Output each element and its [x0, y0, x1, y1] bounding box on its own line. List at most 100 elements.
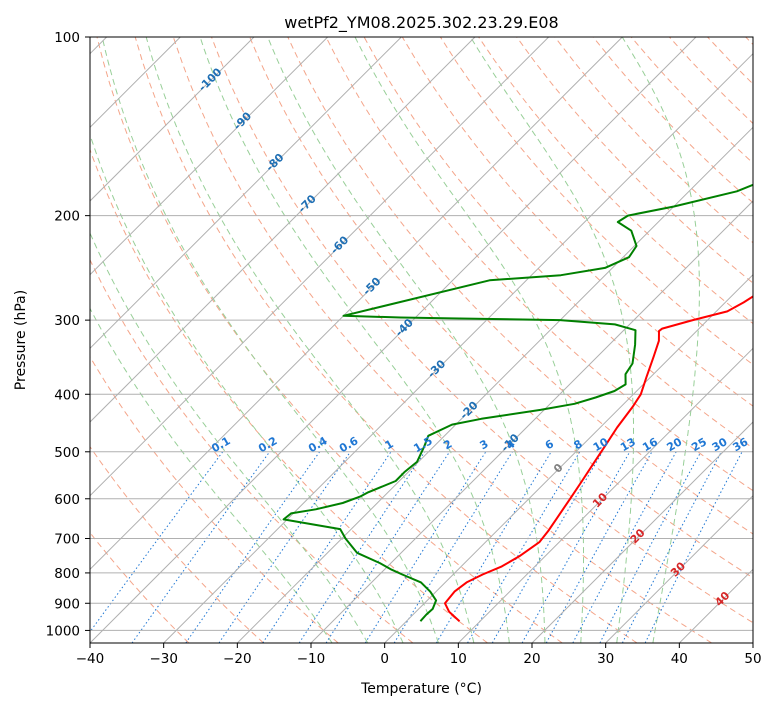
dry-adiabat: [745, 37, 753, 46]
isotherm-line: [752, 642, 753, 643]
chart-title: wetPf2_YM08.2025.302.23.29.E08: [284, 13, 558, 33]
isotherm-line: [236, 126, 753, 643]
moist-adiabat: [267, 37, 546, 643]
moist-adiabat: [470, 37, 634, 643]
isotherm-line: [384, 273, 753, 643]
dry-adiabat: [554, 37, 753, 244]
isotherm-line: [90, 37, 697, 643]
mixing-ratio-line: [644, 451, 743, 643]
dry-adiabat: [90, 445, 264, 643]
y-tick-label: 400: [54, 387, 80, 403]
isotherm-label: -50: [360, 275, 383, 298]
mixing-ratio-line: [599, 451, 702, 643]
dry-adiabat: [211, 37, 753, 624]
x-tick-label: 40: [671, 651, 688, 667]
mixing-ratio-label: 2: [441, 437, 454, 452]
isotherm-label: -40: [393, 316, 416, 339]
dewpoint-profile: [282, 183, 753, 622]
x-tick-label: −20: [223, 651, 252, 667]
moist-adiabat: [90, 133, 404, 643]
isotherm-line: [90, 37, 402, 350]
isotherm-line: [531, 421, 753, 643]
isotherm-line: [90, 37, 550, 497]
y-tick-label: 300: [54, 313, 80, 329]
mixing-ratio-line: [572, 451, 677, 643]
dry-adiabat: [516, 37, 753, 284]
moist-adiabat: [90, 231, 369, 643]
dry-adiabat: [439, 37, 753, 366]
isotherm-label: 10: [590, 490, 610, 510]
y-tick-label: 500: [54, 445, 80, 461]
isotherm-line: [90, 37, 329, 276]
y-tick-label: 1000: [46, 623, 80, 639]
x-tick-label: 30: [597, 651, 614, 667]
dry-adiabat: [287, 37, 753, 535]
mixing-ratio-line: [131, 451, 271, 643]
dry-adiabat: [90, 355, 339, 643]
isotherm-label: -70: [296, 192, 319, 215]
moist-adiabat: [90, 307, 333, 643]
mixing-ratio-line: [90, 451, 224, 633]
isotherm-label: -30: [425, 357, 448, 380]
x-tick-label: 10: [450, 651, 467, 667]
mixing-ratio-line: [545, 451, 653, 643]
x-tick-label: −40: [76, 651, 105, 667]
isotherm-line: [90, 37, 623, 571]
isotherm-line: [90, 37, 255, 202]
dry-adiabat: [172, 37, 712, 643]
mixing-ratio-line: [298, 451, 426, 643]
moist-adiabat: [354, 37, 584, 643]
plot-frame: [89, 36, 754, 644]
isotherm-line: [605, 494, 753, 643]
isotherm-label: 40: [712, 589, 732, 609]
x-tick-label: −30: [149, 651, 178, 667]
x-tick-label: 50: [744, 651, 761, 667]
mixing-ratio-line: [218, 451, 351, 643]
isotherm-line: [457, 347, 753, 643]
isotherm-label: -60: [328, 233, 351, 256]
y-tick-label: 100: [54, 30, 80, 46]
isotherm-line: [310, 200, 753, 643]
x-tick-label: 0: [380, 651, 389, 667]
mixing-ratio-label: 3: [477, 437, 490, 452]
mixing-ratio-line: [185, 451, 321, 643]
isotherm-line: [90, 37, 476, 423]
dry-adiabat: [707, 37, 753, 85]
temperature-profile: [444, 295, 753, 622]
mixing-ratio-line: [435, 451, 552, 643]
dry-adiabat: [134, 37, 638, 643]
moist-adiabat: [199, 37, 510, 643]
dry-adiabat: [325, 37, 753, 492]
mixing-ratio-line: [521, 451, 631, 643]
mixing-ratio-label: 6: [543, 437, 556, 452]
y-tick-label: 900: [54, 596, 80, 612]
moist-adiabat: [621, 37, 700, 643]
isotherm-label: 0: [551, 461, 566, 476]
y-tick-label: 200: [54, 209, 80, 225]
moist-adiabat: [101, 37, 439, 643]
axis-layer: −40 −30 −20 −10 0 10 20 30 40 5010020030040050060…: [46, 30, 762, 667]
moist-adiabat: [145, 37, 475, 643]
y-tick-label: 600: [54, 492, 80, 508]
y-axis-label: Pressure (hPa): [13, 290, 29, 390]
y-tick-label: 700: [54, 532, 80, 548]
isotherm-label: 20: [628, 526, 648, 546]
mixing-ratio-line: [262, 451, 392, 643]
isotherm-label: -80: [263, 151, 286, 174]
x-axis-label: Temperature (°C): [360, 681, 482, 697]
mixing-ratio-line: [364, 451, 487, 643]
isotherm-line: [678, 568, 753, 643]
dry-adiabat: [96, 37, 563, 643]
isotherm-label: -90: [231, 109, 254, 132]
grid-layer: [90, 37, 753, 643]
x-tick-label: −10: [297, 651, 326, 667]
x-tick-label: 20: [523, 651, 540, 667]
dry-adiabat: [90, 148, 488, 643]
dry-adiabat: [249, 37, 753, 579]
dry-adiabat: [592, 37, 753, 204]
dry-adiabat: [90, 258, 414, 643]
y-tick-label: 800: [54, 566, 80, 582]
dry-adiabat: [669, 37, 753, 125]
isotherm-label: -100: [196, 65, 225, 94]
